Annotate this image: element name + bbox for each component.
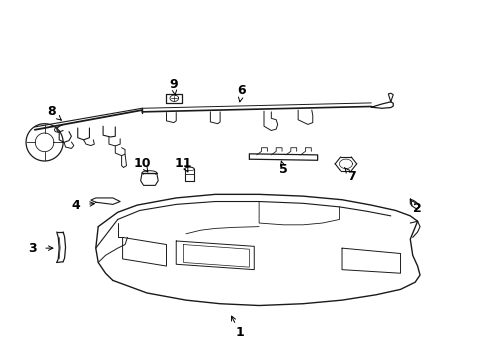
Text: 11: 11 bbox=[174, 157, 192, 170]
Text: 4: 4 bbox=[72, 199, 81, 212]
Text: 5: 5 bbox=[279, 163, 287, 176]
Text: 8: 8 bbox=[47, 105, 56, 118]
Text: 2: 2 bbox=[412, 202, 421, 215]
Text: 9: 9 bbox=[169, 78, 178, 91]
Text: 10: 10 bbox=[133, 157, 150, 170]
Text: 6: 6 bbox=[237, 84, 246, 97]
Text: 7: 7 bbox=[346, 170, 355, 183]
Text: 1: 1 bbox=[235, 326, 244, 339]
Text: 3: 3 bbox=[28, 242, 37, 255]
